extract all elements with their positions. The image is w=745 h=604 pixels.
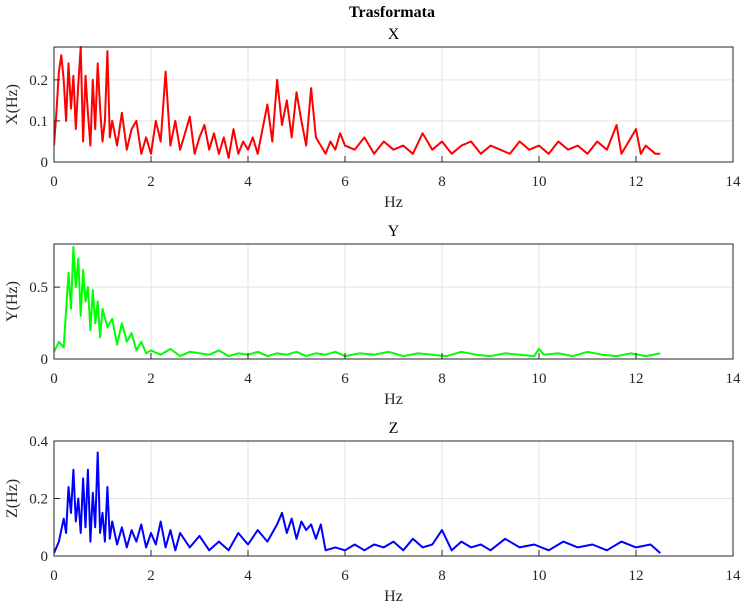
x-tick-label: 4 (244, 174, 252, 190)
x-axis-label: Hz (384, 588, 403, 604)
y-tick-label: 0 (41, 155, 49, 171)
y-tick-label: 0.2 (29, 73, 48, 89)
plot-area (54, 244, 733, 359)
x-tick-label: 12 (629, 174, 644, 190)
y-tick-label: 0.1 (29, 114, 48, 130)
y-axis-label: X(Hz) (4, 84, 21, 125)
subplots: 0 2 4 6 8 10 12 14 0 0.1 0.2 X Hz X(Hz) 0 2 4 6 8 10 12 14 0 0.… (4, 26, 741, 604)
x-tick-label: 2 (147, 371, 155, 387)
x-tick-label: 14 (726, 371, 742, 387)
x-tick-label: 14 (726, 568, 742, 584)
subplot-2: 0 2 4 6 8 10 12 14 0 0.2 0.4 Z Hz Z(Hz) (4, 420, 741, 604)
y-tick-label: 0.4 (29, 434, 48, 450)
series-line-0 (54, 451, 661, 554)
axes-box (53, 243, 734, 360)
axes-box (53, 46, 734, 163)
x-tick-label: 2 (147, 174, 155, 190)
x-tick-label: 10 (532, 371, 547, 387)
x-tick-label: 10 (532, 174, 547, 190)
x-tick-label: 10 (532, 568, 547, 584)
subplot-title: X (388, 26, 400, 43)
x-axis-label: Hz (384, 194, 403, 211)
x-tick-label: 12 (629, 371, 644, 387)
x-tick-label: 4 (244, 371, 252, 387)
y-tick-label: 0 (41, 352, 49, 368)
x-axis-label: Hz (384, 391, 403, 408)
y-tick-label: 0.2 (29, 492, 48, 508)
x-tick-label: 4 (244, 568, 252, 584)
y-tick-label: 0.5 (29, 280, 48, 296)
x-tick-label: 14 (726, 174, 742, 190)
subplot-0: 0 2 4 6 8 10 12 14 0 0.1 0.2 X Hz X(Hz) (4, 26, 741, 211)
plot-area (54, 47, 733, 162)
x-tick-label: 8 (438, 371, 446, 387)
x-tick-label: 6 (341, 568, 349, 584)
x-tick-label: 12 (629, 568, 644, 584)
x-tick-label: 8 (438, 174, 446, 190)
x-tick-label: 0 (50, 371, 58, 387)
y-tick-label: 0 (41, 549, 49, 565)
series-line-0 (54, 245, 661, 358)
subplot-title: Z (389, 420, 399, 437)
y-axis-label: Z(Hz) (4, 479, 21, 518)
y-axis-label: Y(Hz) (4, 281, 21, 322)
x-tick-label: 6 (341, 371, 349, 387)
series-line-0 (54, 46, 661, 159)
figure-title: Trasformata (349, 4, 435, 21)
x-tick-label: 0 (50, 174, 58, 190)
subplot-title: Y (388, 223, 400, 240)
x-tick-label: 6 (341, 174, 349, 190)
x-tick-label: 8 (438, 568, 446, 584)
subplot-1: 0 2 4 6 8 10 12 14 0 0.5 Y Hz Y(Hz) (4, 223, 741, 408)
x-tick-label: 0 (50, 568, 58, 584)
x-tick-label: 2 (147, 568, 155, 584)
